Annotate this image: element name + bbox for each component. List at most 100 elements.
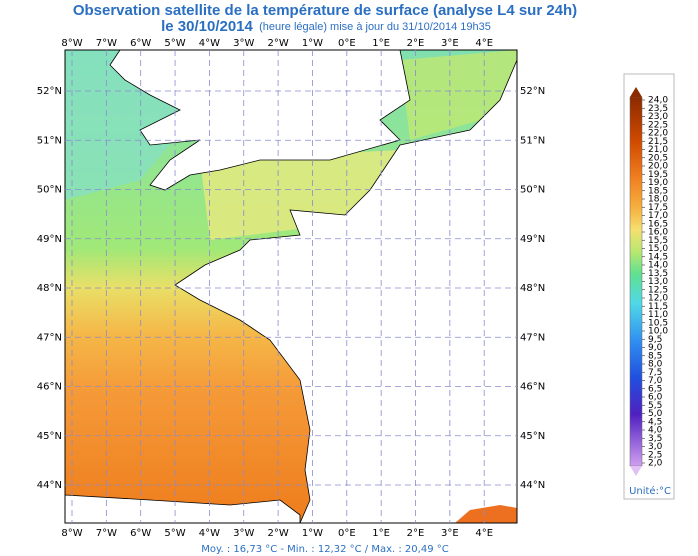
england bbox=[109, 50, 411, 191]
lat-label-right: 52°N bbox=[520, 86, 545, 97]
colorbar-bottom bbox=[630, 466, 642, 476]
lat-label-right: 51°N bbox=[520, 135, 545, 146]
lon-label-top: 2°W bbox=[267, 38, 288, 49]
lon-label-top: 7°W bbox=[96, 38, 117, 49]
colorbar-label: 14,5 bbox=[648, 252, 668, 262]
lon-label-bottom: 3°E bbox=[441, 528, 459, 539]
colorbar-label: 15,0 bbox=[648, 244, 668, 254]
update-note: (heure légale) mise à jour du 31/10/2014… bbox=[259, 21, 491, 33]
colorbar-label: 14,0 bbox=[648, 261, 668, 271]
colorbar-label: 5,0 bbox=[648, 409, 663, 419]
lon-label-bottom: 2°E bbox=[407, 528, 425, 539]
lon-label-top: 4°E bbox=[475, 38, 493, 49]
colorbar-label: 20,0 bbox=[648, 162, 668, 172]
lon-label-top: 3°E bbox=[441, 38, 459, 49]
lat-label-left: 45°N bbox=[37, 431, 62, 442]
lat-label-left: 44°N bbox=[37, 480, 62, 491]
colorbar-label: 9,0 bbox=[648, 343, 663, 353]
colorbar-label: 13,5 bbox=[648, 269, 668, 279]
colorbar-label: 17,5 bbox=[648, 203, 668, 213]
colorbar-label: 3,0 bbox=[648, 442, 663, 452]
colorbar-label: 7,5 bbox=[648, 368, 662, 378]
colorbar-label: 4,5 bbox=[648, 417, 662, 427]
colorbar-label: 19,5 bbox=[648, 170, 668, 180]
lat-label-right: 44°N bbox=[520, 480, 545, 491]
colorbar-label: 8,0 bbox=[648, 360, 663, 370]
colorbar-top bbox=[630, 87, 642, 97]
colorbar bbox=[629, 96, 643, 467]
lon-label-bottom: 7°W bbox=[96, 528, 117, 539]
unit: Unité:°C bbox=[629, 485, 671, 497]
colorbar-label: 21,5 bbox=[648, 137, 668, 147]
lat-label-right: 46°N bbox=[520, 382, 545, 393]
lon-label-top: 1°E bbox=[372, 38, 390, 49]
spain bbox=[65, 494, 301, 523]
colorbar-label: 22,5 bbox=[648, 120, 668, 130]
colorbar-label: 17,0 bbox=[648, 211, 668, 221]
lon-label-top: 2°E bbox=[407, 38, 425, 49]
map-frame bbox=[64, 49, 518, 524]
colorbar-label: 15,5 bbox=[648, 236, 668, 246]
lat-label-left: 46°N bbox=[37, 382, 62, 393]
colorbar-label: 23,5 bbox=[648, 104, 668, 114]
colorbar-label: 4,0 bbox=[648, 426, 663, 436]
stats: Moy. : 16,73 °C - Min. : 12,32 °C / Max.… bbox=[201, 544, 448, 555]
colorbar-label: 9,5 bbox=[648, 335, 662, 345]
lat-label-right: 48°N bbox=[520, 283, 545, 294]
lon-label-bottom: 1°E bbox=[372, 528, 390, 539]
colorbar-label: 5,5 bbox=[648, 401, 662, 411]
lat-label-right: 47°N bbox=[520, 332, 545, 343]
colorbar-label: 23,0 bbox=[648, 112, 668, 122]
colorbar-label: 10,5 bbox=[648, 318, 668, 328]
mediterranean bbox=[455, 505, 517, 523]
lon-label-bottom: 5°W bbox=[164, 528, 185, 539]
lat-label-left: 48°N bbox=[37, 283, 62, 294]
colorbar-label: 16,0 bbox=[648, 228, 668, 238]
colorbar-label: 13,0 bbox=[648, 277, 668, 287]
lat-label-right: 50°N bbox=[520, 185, 545, 196]
lon-label-top: 4°W bbox=[199, 38, 220, 49]
colorbar-label: 21,0 bbox=[648, 145, 668, 155]
colorbar-label: 20,5 bbox=[648, 153, 668, 163]
lat-label-left: 49°N bbox=[37, 234, 62, 245]
lon-label-top: 8°W bbox=[61, 38, 82, 49]
lon-label-bottom: 6°W bbox=[130, 528, 151, 539]
colorbar-label: 16,5 bbox=[648, 219, 668, 229]
colorbar-label: 12,0 bbox=[648, 294, 668, 304]
legend-frame bbox=[623, 73, 675, 500]
colorbar-label: 19,0 bbox=[648, 178, 668, 188]
lon-label-bottom: 1°W bbox=[302, 528, 323, 539]
lon-label-bottom: 4°W bbox=[199, 528, 220, 539]
lon-label-bottom: 2°W bbox=[267, 528, 288, 539]
lon-label-top: 5°W bbox=[164, 38, 185, 49]
lat-label-left: 51°N bbox=[37, 135, 62, 146]
colorbar-label: 6,5 bbox=[648, 384, 662, 394]
lon-label-top: 0°E bbox=[338, 38, 356, 49]
colorbar-label: 11,5 bbox=[648, 302, 668, 312]
lat-label-left: 50°N bbox=[37, 185, 62, 196]
colorbar-label: 2,5 bbox=[648, 450, 662, 460]
lat-label-left: 52°N bbox=[37, 86, 62, 97]
date: le 30/10/2014 bbox=[161, 18, 253, 35]
lat-label-left: 47°N bbox=[37, 332, 62, 343]
colorbar-label: 6,0 bbox=[648, 393, 663, 403]
colorbar-label: 7,0 bbox=[648, 376, 663, 386]
colorbar-label: 2,0 bbox=[648, 459, 663, 469]
lon-label-top: 1°W bbox=[302, 38, 323, 49]
colorbar-label: 22,0 bbox=[648, 129, 668, 139]
colorbar-label: 11,0 bbox=[648, 310, 668, 320]
lat-label-right: 49°N bbox=[520, 234, 545, 245]
colorbar-label: 18,5 bbox=[648, 186, 668, 196]
lat-label-right: 45°N bbox=[520, 431, 545, 442]
colorbar-label: 10,0 bbox=[648, 327, 668, 337]
map bbox=[65, 50, 517, 523]
colorbar-label: 24,0 bbox=[648, 96, 668, 106]
colorbar-label: 8,5 bbox=[648, 351, 662, 361]
colorbar-label: 18,0 bbox=[648, 195, 668, 205]
colorbar-label: 12,5 bbox=[648, 285, 668, 295]
lon-label-top: 3°W bbox=[233, 38, 254, 49]
lon-label-top: 6°W bbox=[130, 38, 151, 49]
lon-label-bottom: 4°E bbox=[475, 528, 493, 539]
